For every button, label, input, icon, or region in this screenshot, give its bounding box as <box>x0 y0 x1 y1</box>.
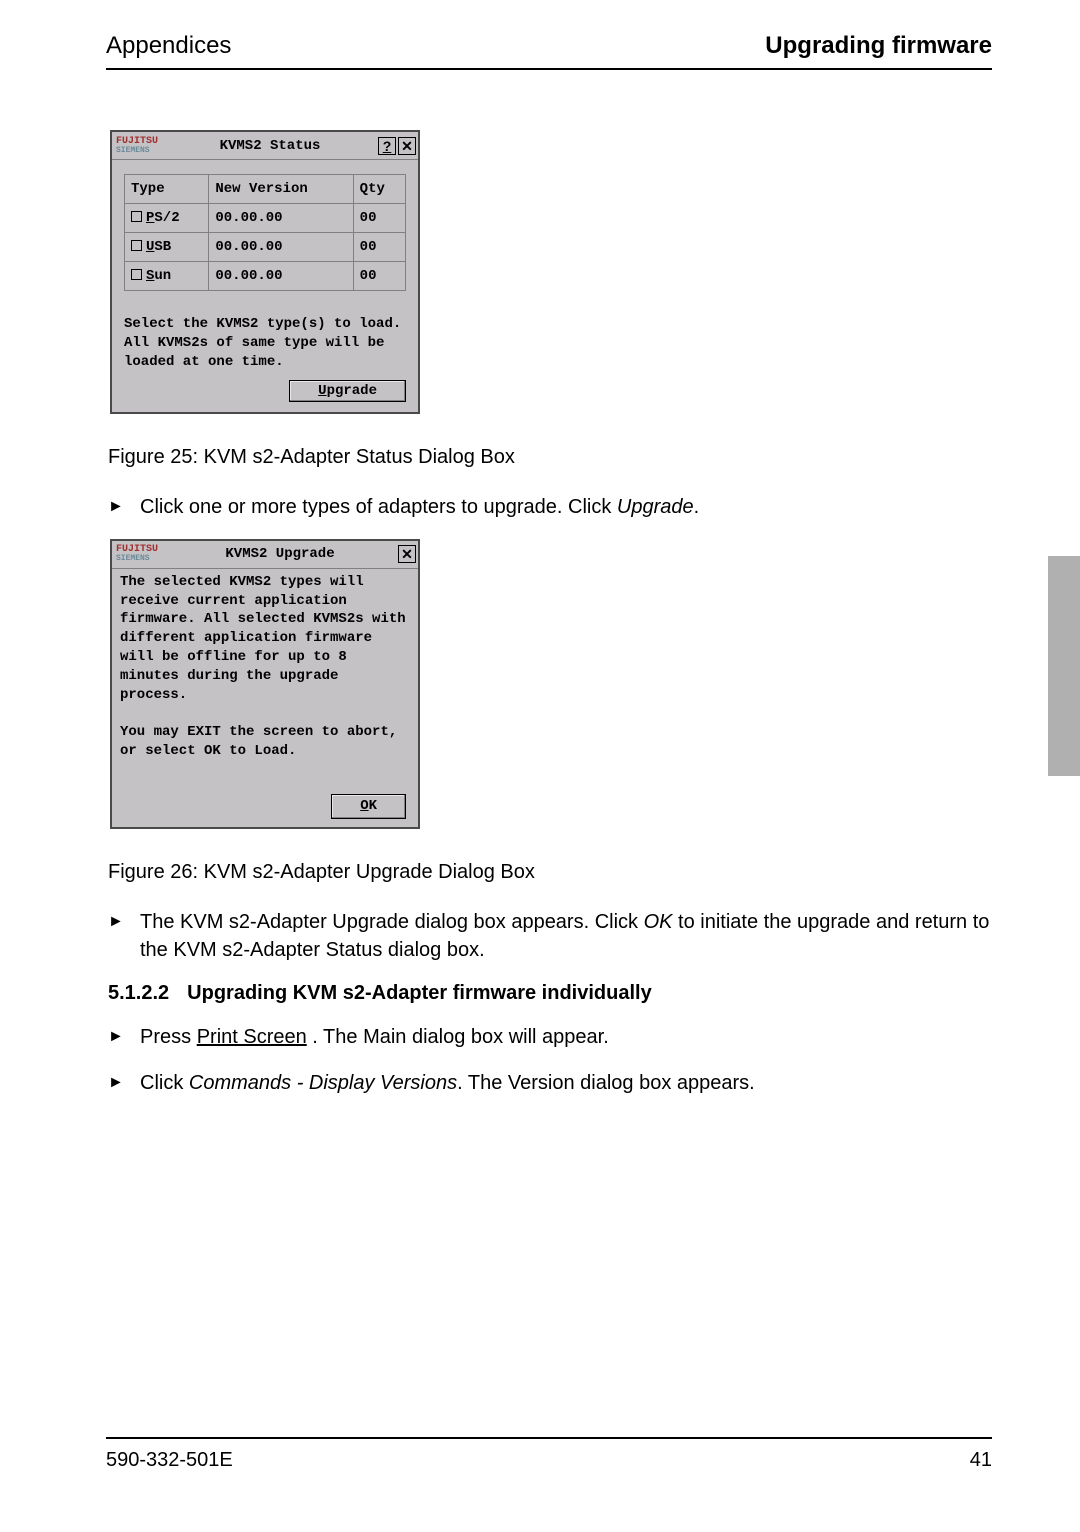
help-icon: ? <box>383 138 392 154</box>
status-dialog-title: KVMS2 Status <box>164 138 376 154</box>
brand-bot: SIEMENS <box>116 554 158 563</box>
brand-logo: FUJITSU SIEMENS <box>114 137 164 155</box>
instruction-bullet: ► Click Commands - Display Versions. The… <box>108 1069 992 1097</box>
section-number: 5.1.2.2 <box>108 982 169 1005</box>
brand-logo: FUJITSU SIEMENS <box>114 545 164 563</box>
bullet-arrow-icon: ► <box>108 1069 140 1094</box>
bullet-arrow-icon: ► <box>108 908 140 933</box>
page-footer: 590-332-501E 41 <box>106 1437 992 1472</box>
bullet-text: Click one or more types of adapters to u… <box>140 493 992 521</box>
close-button[interactable]: ✕ <box>398 137 416 155</box>
version-cell: 00.00.00 <box>209 204 353 233</box>
upgrade-dialog-titlebar: FUJITSU SIEMENS KVMS2 Upgrade ✕ <box>112 541 418 569</box>
upgrade-button-row: OK <box>120 794 410 821</box>
close-icon: ✕ <box>401 139 413 153</box>
instruction-bullet: ► The KVM s2-Adapter Upgrade dialog box … <box>108 908 992 964</box>
checkbox-icon[interactable] <box>131 240 142 251</box>
close-icon: ✕ <box>401 547 413 561</box>
figure-26-caption: Figure 26: KVM s2-Adapter Upgrade Dialog… <box>108 861 992 884</box>
brand-top: FUJITSU <box>116 137 158 146</box>
bullet-arrow-icon: ► <box>108 493 140 518</box>
table-row: Sun 00.00.00 00 <box>125 262 406 291</box>
status-message: Select the KVMS2 type(s) to load. All KV… <box>112 299 418 380</box>
qty-cell: 00 <box>353 204 405 233</box>
version-cell: 00.00.00 <box>209 262 353 291</box>
page-header: Appendices Upgrading firmware <box>106 32 992 70</box>
upgrade-dialog-title: KVMS2 Upgrade <box>164 546 396 562</box>
section-title: Upgrading KVM s2-Adapter firmware indivi… <box>187 982 652 1004</box>
brand-bot: SIEMENS <box>116 146 158 155</box>
bullet-text: Click Commands - Display Versions. The V… <box>140 1069 992 1097</box>
upgrade-dialog: FUJITSU SIEMENS KVMS2 Upgrade ✕ The sele… <box>110 539 420 829</box>
status-button-row: Upgrade <box>112 380 418 412</box>
checkbox-icon[interactable] <box>131 269 142 280</box>
brand-top: FUJITSU <box>116 545 158 554</box>
checkbox-icon[interactable] <box>131 211 142 222</box>
header-right: Upgrading firmware <box>765 32 992 60</box>
close-button[interactable]: ✕ <box>398 545 416 563</box>
upgrade-button[interactable]: Upgrade <box>289 380 406 402</box>
table-header-row: Type New Version Qty <box>125 175 406 204</box>
bullet-text: Press Print Screen . The Main dialog box… <box>140 1023 992 1051</box>
header-left: Appendices <box>106 32 231 60</box>
table-row: USB 00.00.00 00 <box>125 233 406 262</box>
upgrade-para-2: You may EXIT the screen to abort, or sel… <box>120 723 410 761</box>
status-dialog-titlebar: FUJITSU SIEMENS KVMS2 Status ? ✕ <box>112 132 418 160</box>
version-cell: 00.00.00 <box>209 233 353 262</box>
footer-docid: 590-332-501E <box>106 1449 233 1472</box>
col-qty: Qty <box>353 175 405 204</box>
instruction-bullet: ► Click one or more types of adapters to… <box>108 493 992 521</box>
qty-cell: 00 <box>353 233 405 262</box>
footer-rule <box>106 1437 992 1439</box>
ok-button[interactable]: OK <box>331 794 406 819</box>
table-row: PS/2 00.00.00 00 <box>125 204 406 233</box>
figure-25-caption: Figure 25: KVM s2-Adapter Status Dialog … <box>108 446 992 469</box>
help-button[interactable]: ? <box>378 137 396 155</box>
status-table: Type New Version Qty PS/2 00.00.00 00 US… <box>124 174 406 291</box>
type-cell[interactable]: PS/2 <box>125 204 209 233</box>
qty-cell: 00 <box>353 262 405 291</box>
col-version: New Version <box>209 175 353 204</box>
side-tab <box>1048 556 1080 776</box>
bullet-text: The KVM s2-Adapter Upgrade dialog box ap… <box>140 908 992 964</box>
col-type: Type <box>125 175 209 204</box>
status-dialog: FUJITSU SIEMENS KVMS2 Status ? ✕ Type Ne… <box>110 130 420 414</box>
type-cell[interactable]: USB <box>125 233 209 262</box>
upgrade-para-1: The selected KVMS2 types will receive cu… <box>120 573 410 705</box>
section-heading: 5.1.2.2 Upgrading KVM s2-Adapter firmware… <box>108 982 992 1005</box>
bullet-arrow-icon: ► <box>108 1023 140 1048</box>
instruction-bullet: ► Press Print Screen . The Main dialog b… <box>108 1023 992 1051</box>
footer-pagenum: 41 <box>970 1449 992 1472</box>
upgrade-body: The selected KVMS2 types will receive cu… <box>112 569 418 827</box>
type-cell[interactable]: Sun <box>125 262 209 291</box>
